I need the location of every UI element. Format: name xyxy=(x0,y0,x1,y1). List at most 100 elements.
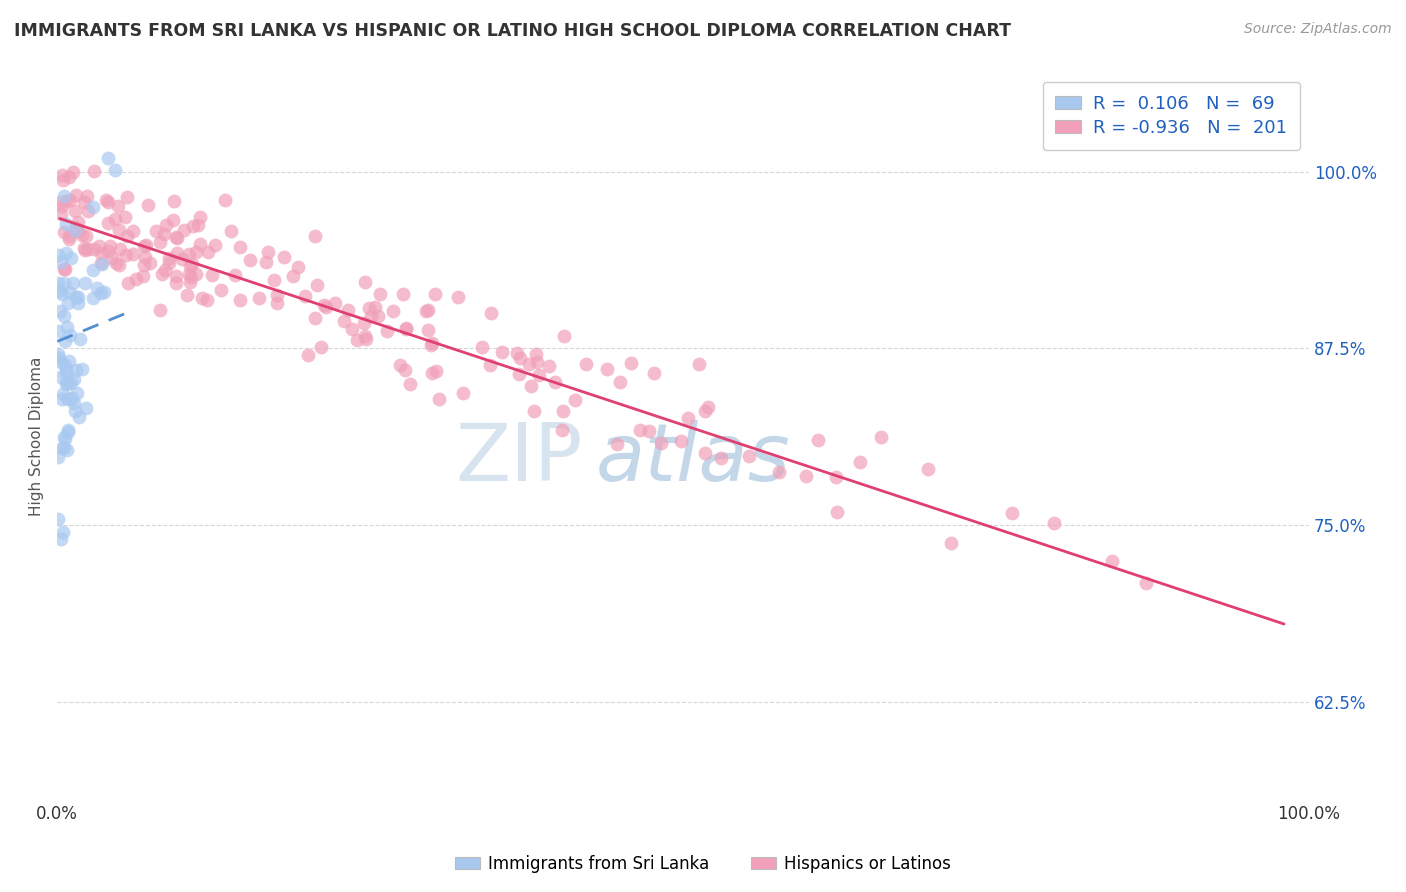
Point xyxy=(638,425,661,439)
Point xyxy=(353,275,375,289)
Point xyxy=(165,229,187,244)
Point xyxy=(197,293,219,307)
Point xyxy=(53,432,76,446)
Point xyxy=(51,392,73,406)
Point xyxy=(108,223,131,237)
Point xyxy=(323,295,346,310)
Point xyxy=(58,353,80,368)
Point xyxy=(49,304,72,318)
Point xyxy=(697,400,720,414)
Point xyxy=(176,288,198,302)
Point xyxy=(117,276,139,290)
Y-axis label: High School Diploma: High School Diploma xyxy=(30,357,44,516)
Point xyxy=(239,252,262,267)
Point xyxy=(179,275,201,289)
Point xyxy=(1043,516,1066,530)
Point xyxy=(544,375,567,389)
Point xyxy=(266,296,288,310)
Point xyxy=(55,217,77,231)
Point xyxy=(91,256,114,270)
Point xyxy=(939,536,962,550)
Point xyxy=(103,162,125,177)
Point xyxy=(121,224,143,238)
Point xyxy=(180,270,202,285)
Point xyxy=(354,328,377,343)
Point xyxy=(157,252,180,266)
Point xyxy=(163,194,186,209)
Point xyxy=(76,242,98,256)
Point xyxy=(52,525,75,540)
Point xyxy=(394,321,416,335)
Point xyxy=(66,296,89,310)
Point xyxy=(104,212,127,227)
Point xyxy=(56,443,79,458)
Point xyxy=(506,346,529,360)
Point xyxy=(478,358,501,372)
Point xyxy=(166,231,188,245)
Point xyxy=(46,324,69,338)
Point xyxy=(162,213,184,227)
Point xyxy=(67,290,90,304)
Point xyxy=(688,357,710,371)
Point xyxy=(73,243,96,257)
Point xyxy=(399,376,422,391)
Point xyxy=(229,293,252,307)
Point xyxy=(60,391,83,405)
Point xyxy=(114,211,136,225)
Point xyxy=(125,272,148,286)
Point xyxy=(517,357,540,371)
Point xyxy=(553,404,575,418)
Point xyxy=(65,188,87,202)
Point xyxy=(60,251,83,265)
Point xyxy=(48,351,70,366)
Point xyxy=(97,151,120,165)
Point xyxy=(65,363,87,377)
Point xyxy=(314,298,336,312)
Point xyxy=(273,251,295,265)
Point xyxy=(363,300,385,314)
Point xyxy=(197,245,219,260)
Point xyxy=(62,276,84,290)
Point xyxy=(65,220,87,235)
Point xyxy=(643,366,665,380)
Point xyxy=(134,238,156,252)
Point xyxy=(420,366,443,380)
Point xyxy=(224,268,246,282)
Point xyxy=(59,327,82,342)
Point xyxy=(51,287,73,301)
Point xyxy=(90,286,112,301)
Point xyxy=(177,267,200,281)
Point xyxy=(105,256,128,270)
Point xyxy=(1001,506,1024,520)
Point xyxy=(52,262,75,277)
Point xyxy=(53,429,76,443)
Point xyxy=(368,287,391,301)
Point xyxy=(157,255,180,269)
Point xyxy=(422,336,444,351)
Point xyxy=(281,269,304,284)
Point xyxy=(620,356,643,370)
Point xyxy=(56,375,79,389)
Point xyxy=(188,210,211,224)
Point xyxy=(97,194,120,209)
Point xyxy=(768,465,790,479)
Point xyxy=(58,228,80,243)
Point xyxy=(297,348,319,362)
Point xyxy=(184,267,207,281)
Point xyxy=(537,359,560,374)
Point xyxy=(388,359,411,373)
Point xyxy=(447,290,470,304)
Point xyxy=(65,386,87,401)
Point xyxy=(55,194,77,208)
Point xyxy=(367,309,389,323)
Point xyxy=(305,278,328,293)
Point xyxy=(122,247,145,261)
Point xyxy=(425,364,447,378)
Point xyxy=(132,268,155,283)
Point xyxy=(67,224,90,238)
Point xyxy=(55,334,77,348)
Point xyxy=(75,229,97,244)
Point xyxy=(669,434,692,448)
Point xyxy=(56,423,79,437)
Point xyxy=(1101,554,1123,568)
